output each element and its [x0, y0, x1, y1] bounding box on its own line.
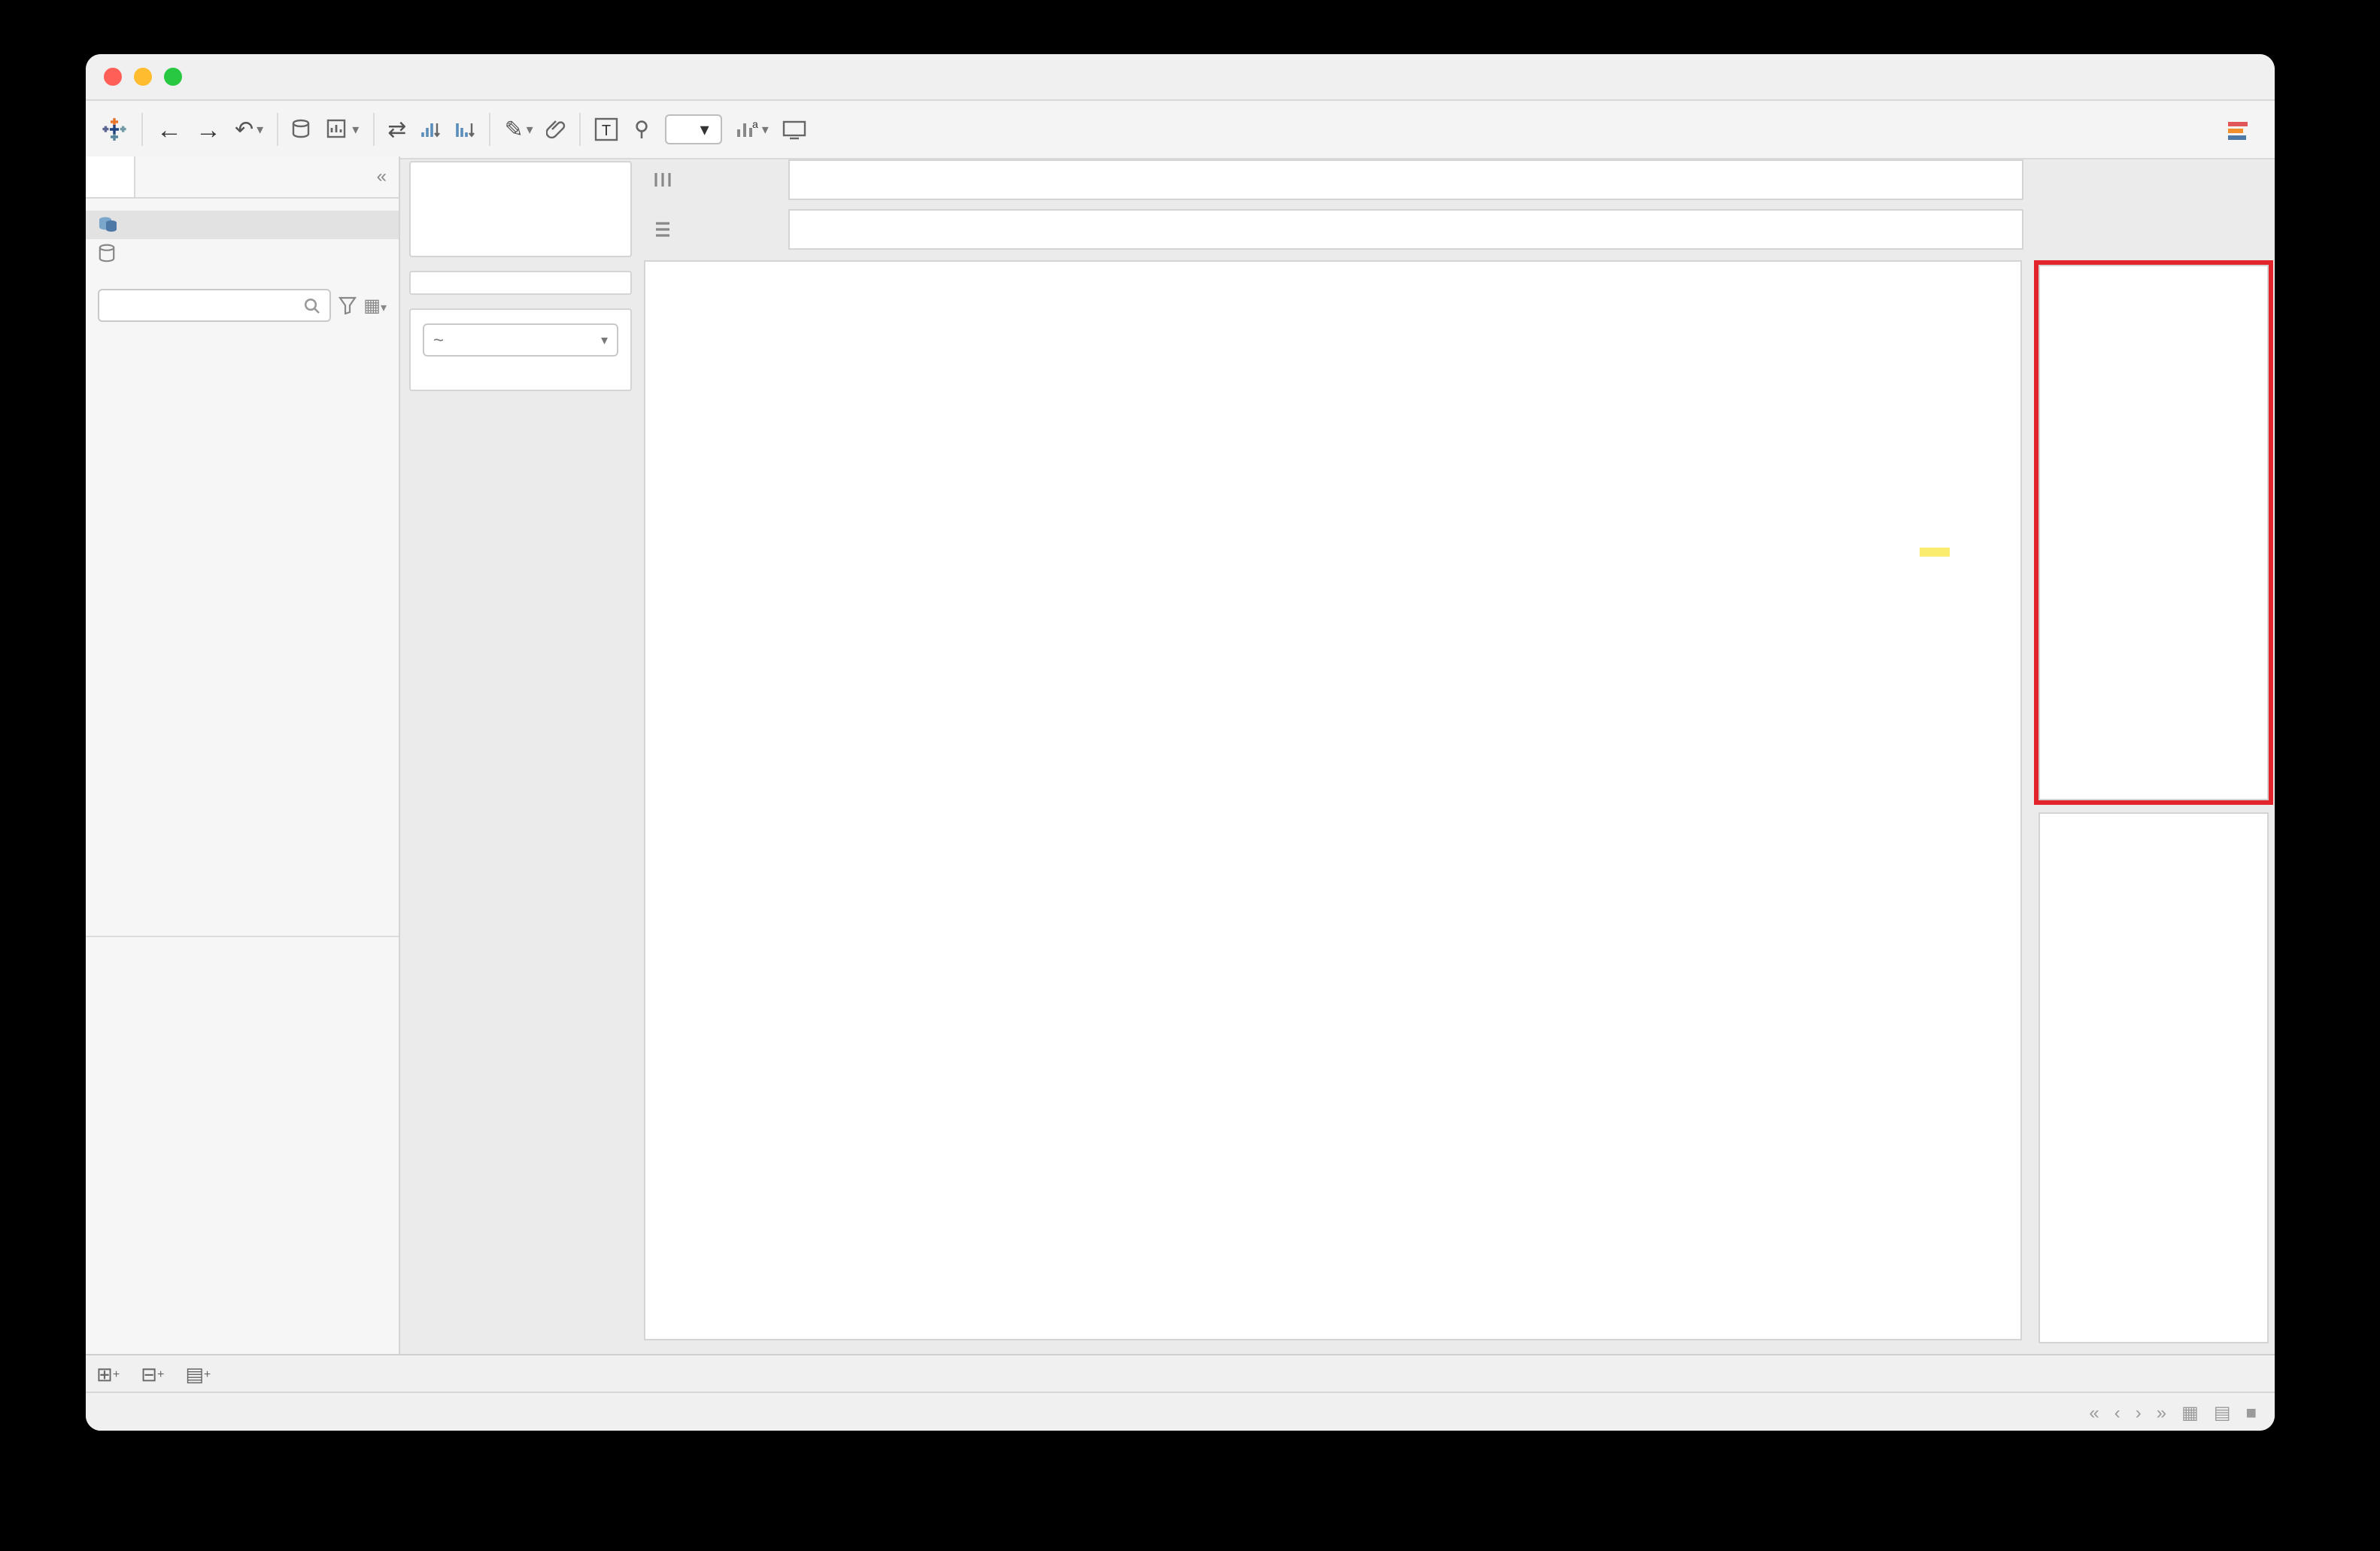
datasource-item[interactable] — [86, 239, 399, 268]
database-icon — [99, 244, 115, 263]
cards-column: ~ ▾ — [409, 161, 632, 405]
svg-text:T: T — [603, 123, 612, 139]
undo-button[interactable]: ↶ ▾ — [235, 117, 264, 142]
collapse-pane-icon[interactable]: « — [376, 165, 387, 187]
columns-icon — [654, 173, 671, 187]
new-dashboard-tab-button[interactable]: ⊟ + — [141, 1362, 165, 1385]
pages-card[interactable] — [409, 161, 632, 257]
search-icon — [304, 297, 320, 313]
last-sheet-icon[interactable]: » — [2156, 1401, 2167, 1422]
color-legend-panel[interactable] — [2038, 812, 2269, 1343]
text-label-button[interactable]: T — [595, 117, 619, 141]
view-options-icon[interactable]: ▦▾ — [363, 295, 387, 316]
toolbar-divider — [372, 113, 375, 146]
mark-type-dropdown[interactable]: ~ ▾ — [423, 323, 618, 357]
worksheet-view — [644, 260, 2022, 1340]
back-button[interactable]: ← — [156, 115, 182, 144]
filter-panel[interactable] — [2034, 260, 2273, 805]
parameters-section — [86, 936, 399, 958]
traffic-lights — [104, 68, 182, 86]
new-worksheet-button[interactable]: ▾ — [326, 119, 359, 140]
multi-database-icon — [99, 217, 117, 232]
filter-funnel-icon[interactable] — [338, 296, 357, 314]
columns-shelf[interactable] — [644, 159, 2023, 200]
show-me-icon — [2228, 121, 2248, 139]
chevron-down-icon: ▾ — [600, 332, 608, 347]
previous-sheet-icon[interactable]: ‹ — [2114, 1401, 2120, 1422]
highlight-button[interactable]: ✎ ▾ — [504, 117, 533, 142]
pane-tabs: « — [86, 156, 399, 199]
toolbar-divider — [277, 113, 279, 146]
close-button[interactable] — [104, 68, 122, 86]
toolbar-divider — [579, 113, 581, 146]
rows-shelf[interactable] — [644, 209, 2023, 250]
fullscreen-icon[interactable]: ■ — [2245, 1401, 2257, 1422]
chevron-down-icon: ▾ — [700, 119, 709, 140]
new-story-tab-button[interactable]: ▤ + — [185, 1362, 211, 1385]
tableau-logo-icon[interactable] — [101, 116, 128, 143]
line-chart[interactable] — [645, 262, 2020, 1339]
next-sheet-icon[interactable]: › — [2135, 1401, 2142, 1422]
show-me-button[interactable] — [2228, 120, 2260, 139]
presentation-mode-button[interactable] — [782, 120, 806, 139]
line-type-icon: ~ — [433, 329, 445, 351]
new-datasource-button[interactable] — [292, 118, 313, 141]
filters-card[interactable] — [409, 271, 632, 295]
pin-button[interactable] — [633, 119, 652, 140]
attach-button[interactable] — [546, 119, 566, 140]
sort-descending-button[interactable] — [454, 119, 475, 140]
filmstrip-icon[interactable]: ▤ — [2213, 1401, 2231, 1422]
sort-ascending-button[interactable] — [420, 119, 441, 140]
svg-text:a: a — [753, 119, 759, 130]
sheet-tabbar: ⊞ + ⊟ + ▤ + — [86, 1354, 2275, 1393]
search-row: ▦▾ — [98, 289, 387, 322]
show-mark-labels-button[interactable]: a ▾ — [736, 119, 769, 140]
fit-dropdown[interactable]: ▾ — [665, 114, 723, 144]
toolbar-divider — [141, 113, 143, 146]
data-pane: « ▦▾ — [86, 156, 400, 1354]
search-input[interactable] — [98, 289, 331, 322]
columns-shelf-well[interactable] — [788, 159, 2023, 200]
swap-rows-columns-button[interactable]: ⇄ — [387, 117, 407, 142]
minimize-button[interactable] — [134, 68, 152, 86]
zoom-button[interactable] — [164, 68, 182, 86]
rows-shelf-label — [644, 221, 788, 238]
columns-shelf-label — [644, 171, 788, 188]
rows-icon — [656, 222, 669, 237]
tab-analytics[interactable] — [135, 156, 184, 197]
forward-button[interactable]: → — [196, 115, 221, 144]
new-worksheet-tab-button[interactable]: ⊞ + — [96, 1362, 120, 1385]
marks-card[interactable]: ~ ▾ — [409, 308, 632, 391]
first-sheet-icon[interactable]: « — [2089, 1401, 2099, 1422]
status-bar: « ‹ › » ▦ ▤ ■ — [86, 1392, 2275, 1431]
rows-shelf-well[interactable] — [788, 209, 2023, 250]
datasource-item[interactable] — [86, 211, 399, 239]
toolbar: ← → ↶ ▾ ▾ ⇄ ✎ ▾ T — [86, 101, 2275, 159]
window-titlebar — [86, 54, 2275, 101]
filter-pane-callout — [1920, 548, 1950, 557]
tableau-window: ← → ↶ ▾ ▾ ⇄ ✎ ▾ T — [86, 54, 2275, 1431]
sheet-sorter-icon[interactable]: ▦ — [2181, 1401, 2199, 1422]
tab-data[interactable] — [86, 156, 135, 197]
toolbar-divider — [489, 113, 491, 146]
